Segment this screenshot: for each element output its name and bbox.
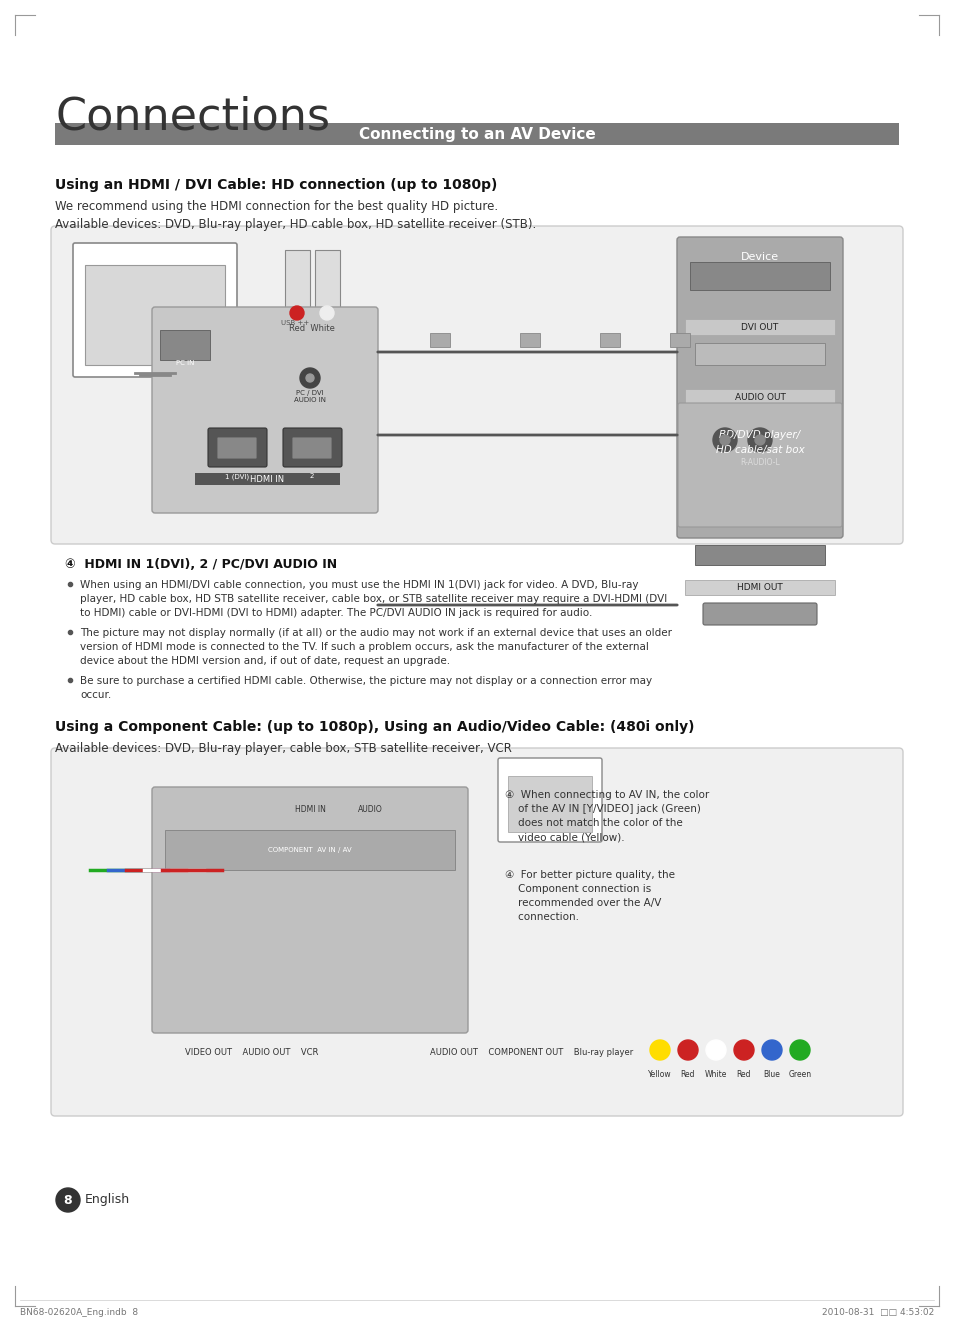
Text: The picture may not display normally (if at all) or the audio may not work if an: The picture may not display normally (if… (80, 627, 671, 666)
Bar (684, 388, 834, 406)
FancyBboxPatch shape (702, 602, 816, 625)
Text: HDMI OUT: HDMI OUT (737, 583, 782, 592)
Circle shape (712, 428, 737, 452)
Text: PC IN: PC IN (175, 361, 194, 366)
FancyBboxPatch shape (283, 428, 341, 468)
Text: VIDEO OUT    AUDIO OUT    VCR: VIDEO OUT AUDIO OUT VCR (185, 1048, 318, 1057)
FancyBboxPatch shape (216, 437, 256, 458)
Text: AUDIO OUT    COMPONENT OUT    Blu-ray player: AUDIO OUT COMPONENT OUT Blu-ray player (430, 1048, 633, 1057)
Text: Yellow: Yellow (647, 1070, 671, 1079)
Bar (314, 250, 339, 310)
Bar (695, 546, 824, 565)
Text: White: White (704, 1070, 726, 1079)
Text: PC / DVI
AUDIO IN: PC / DVI AUDIO IN (294, 390, 326, 403)
Text: Using a Component Cable: (up to 1080p), Using an Audio/Video Cable: (480i only): Using a Component Cable: (up to 1080p), … (55, 720, 694, 734)
Circle shape (290, 306, 304, 320)
Bar (194, 473, 339, 485)
Bar (85, 266, 225, 365)
FancyBboxPatch shape (677, 236, 842, 538)
FancyBboxPatch shape (51, 226, 902, 544)
Circle shape (306, 374, 314, 382)
Text: Green: Green (787, 1070, 811, 1079)
Text: ④  When connecting to AV IN, the color
    of the AV IN [Y/VIDEO] jack (Green)
 : ④ When connecting to AV IN, the color of… (504, 790, 708, 841)
FancyBboxPatch shape (497, 758, 601, 841)
Text: R-AUDIO-L: R-AUDIO-L (740, 458, 779, 468)
Bar (684, 318, 834, 336)
Text: 2: 2 (310, 473, 314, 480)
FancyBboxPatch shape (152, 306, 377, 513)
FancyBboxPatch shape (678, 403, 841, 527)
Bar (684, 580, 834, 594)
Text: Red: Red (680, 1070, 695, 1079)
Text: BN68-02620A_Eng.indb  8: BN68-02620A_Eng.indb 8 (20, 1308, 138, 1317)
Circle shape (720, 435, 729, 445)
Text: Blue: Blue (762, 1070, 780, 1079)
Bar (669, 333, 689, 347)
Text: Device: Device (740, 252, 779, 262)
FancyBboxPatch shape (55, 123, 898, 145)
Text: COMPONENT  AV IN / AV: COMPONENT AV IN / AV (268, 847, 352, 853)
FancyBboxPatch shape (152, 787, 468, 1033)
FancyBboxPatch shape (51, 748, 902, 1116)
Text: Red  White: Red White (289, 324, 335, 333)
Text: When using an HDMI/DVI cable connection, you must use the HDMI IN 1(DVI) jack fo: When using an HDMI/DVI cable connection,… (80, 580, 666, 618)
Text: 1 (DVI): 1 (DVI) (225, 473, 249, 480)
Text: HD cable/sat box: HD cable/sat box (715, 445, 803, 454)
Text: English: English (85, 1193, 130, 1206)
Circle shape (649, 1040, 669, 1059)
Bar (160, 330, 210, 361)
Circle shape (754, 435, 764, 445)
Text: HDMI IN: HDMI IN (250, 474, 284, 483)
Text: 2010-08-31  □□ 4:53:02: 2010-08-31 □□ 4:53:02 (821, 1308, 933, 1317)
Text: ④  HDMI IN 1(DVI), 2 / PC/DVI AUDIO IN: ④ HDMI IN 1(DVI), 2 / PC/DVI AUDIO IN (65, 557, 336, 571)
Text: We recommend using the HDMI connection for the best quality HD picture.
Availabl: We recommend using the HDMI connection f… (55, 199, 536, 231)
Bar (165, 830, 455, 871)
FancyBboxPatch shape (292, 437, 332, 458)
Bar (599, 333, 619, 347)
Text: Connecting to an AV Device: Connecting to an AV Device (358, 127, 595, 141)
Bar (285, 250, 310, 310)
Circle shape (789, 1040, 809, 1059)
Text: Be sure to purchase a certified HDMI cable. Otherwise, the picture may not displ: Be sure to purchase a certified HDMI cab… (80, 676, 652, 700)
Circle shape (319, 306, 334, 320)
FancyBboxPatch shape (208, 428, 267, 468)
Bar (695, 343, 824, 365)
Text: Using an HDMI / DVI Cable: HD connection (up to 1080p): Using an HDMI / DVI Cable: HD connection… (55, 178, 497, 192)
FancyBboxPatch shape (73, 243, 236, 376)
Bar (689, 262, 829, 291)
Text: HDMI IN: HDMI IN (294, 804, 325, 814)
Text: ④  For better picture quality, the
    Component connection is
    recommended o: ④ For better picture quality, the Compon… (504, 871, 675, 922)
Text: DVI OUT: DVI OUT (740, 322, 778, 332)
Bar (507, 775, 592, 832)
Text: Red: Red (736, 1070, 750, 1079)
Circle shape (56, 1188, 80, 1211)
Text: AUDIO: AUDIO (357, 804, 382, 814)
Text: Available devices: DVD, Blu-ray player, cable box, STB satellite receiver, VCR: Available devices: DVD, Blu-ray player, … (55, 742, 512, 756)
Circle shape (747, 428, 771, 452)
Text: AUDIO OUT: AUDIO OUT (734, 392, 784, 402)
Text: 8: 8 (64, 1193, 72, 1206)
Circle shape (678, 1040, 698, 1059)
Text: USB ++: USB ++ (280, 320, 309, 326)
Text: BD/DVD player/: BD/DVD player/ (719, 431, 800, 440)
Bar (519, 333, 539, 347)
Circle shape (705, 1040, 725, 1059)
Circle shape (733, 1040, 753, 1059)
Circle shape (299, 369, 319, 388)
Circle shape (761, 1040, 781, 1059)
Text: Connections: Connections (55, 95, 330, 137)
Bar (430, 333, 450, 347)
